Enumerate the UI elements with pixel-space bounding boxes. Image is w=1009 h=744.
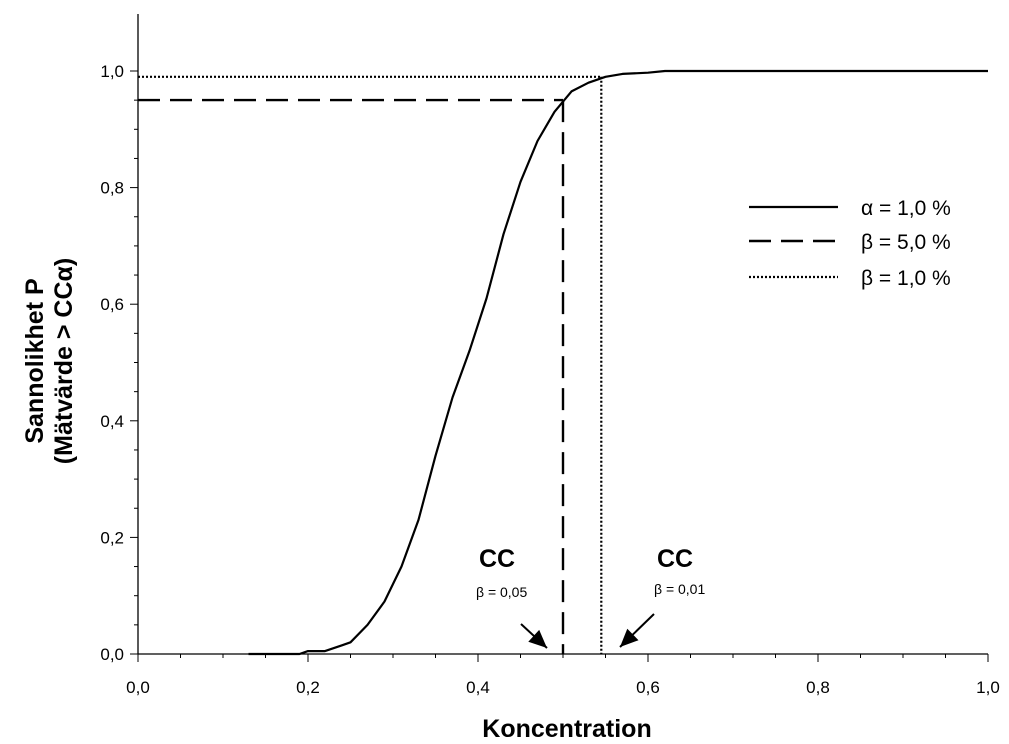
series-layer [138,69,988,656]
x-tick-label: 0,2 [296,678,320,697]
cc-label: CC [479,545,515,573]
x-tick-label: 0,0 [126,678,150,697]
cc-label: CC [657,545,693,573]
y-tick-label: 0,0 [100,645,124,664]
y-tick-label: 0,8 [100,179,124,198]
x-tick-label: 0,6 [636,678,660,697]
probability-curve [248,69,988,656]
legend: α = 1,0 % β = 5,0 % β = 1,0 % [749,197,951,290]
x-tick-label: 0,4 [466,678,490,697]
cc-subscript: β = 0,05 [476,584,527,600]
legend-label: β = 5,0 % [861,231,951,254]
series-dashed [138,98,565,654]
y-axis-title: Sannolikhet P (Mätvärde > CCα) [21,258,78,464]
legend-label: α = 1,0 % [861,197,951,220]
annotations: CC β = 0,05 CC β = 0,01 [476,545,705,649]
x-axis-title: Koncentration [482,715,651,743]
ticks: 0,0 0,2 0,4 0,6 0,8 1,0 0,0 0,2 0,4 0,6 0,8 1,0 [100,62,999,697]
series-dotted [138,75,603,654]
y-axis-title-line-2: (Mätvärde > CCα) [50,258,78,464]
x-tick-label: 1,0 [976,678,1000,697]
y-tick-label: 0,2 [100,528,124,547]
y-tick-label: 0,4 [100,412,124,431]
annotation-arrow-head [620,628,639,647]
y-axis-title-line-1: Sannolikhet P [21,278,49,443]
series-solid [248,69,988,656]
y-tick-label: 1,0 [100,62,124,81]
x-tick-label: 0,8 [806,678,830,697]
annotation-arrow-head [528,629,547,648]
y-tick-label: 0,6 [100,295,124,314]
legend-label: β = 1,0 % [861,267,951,290]
cc-subscript: β = 0,01 [654,581,705,597]
